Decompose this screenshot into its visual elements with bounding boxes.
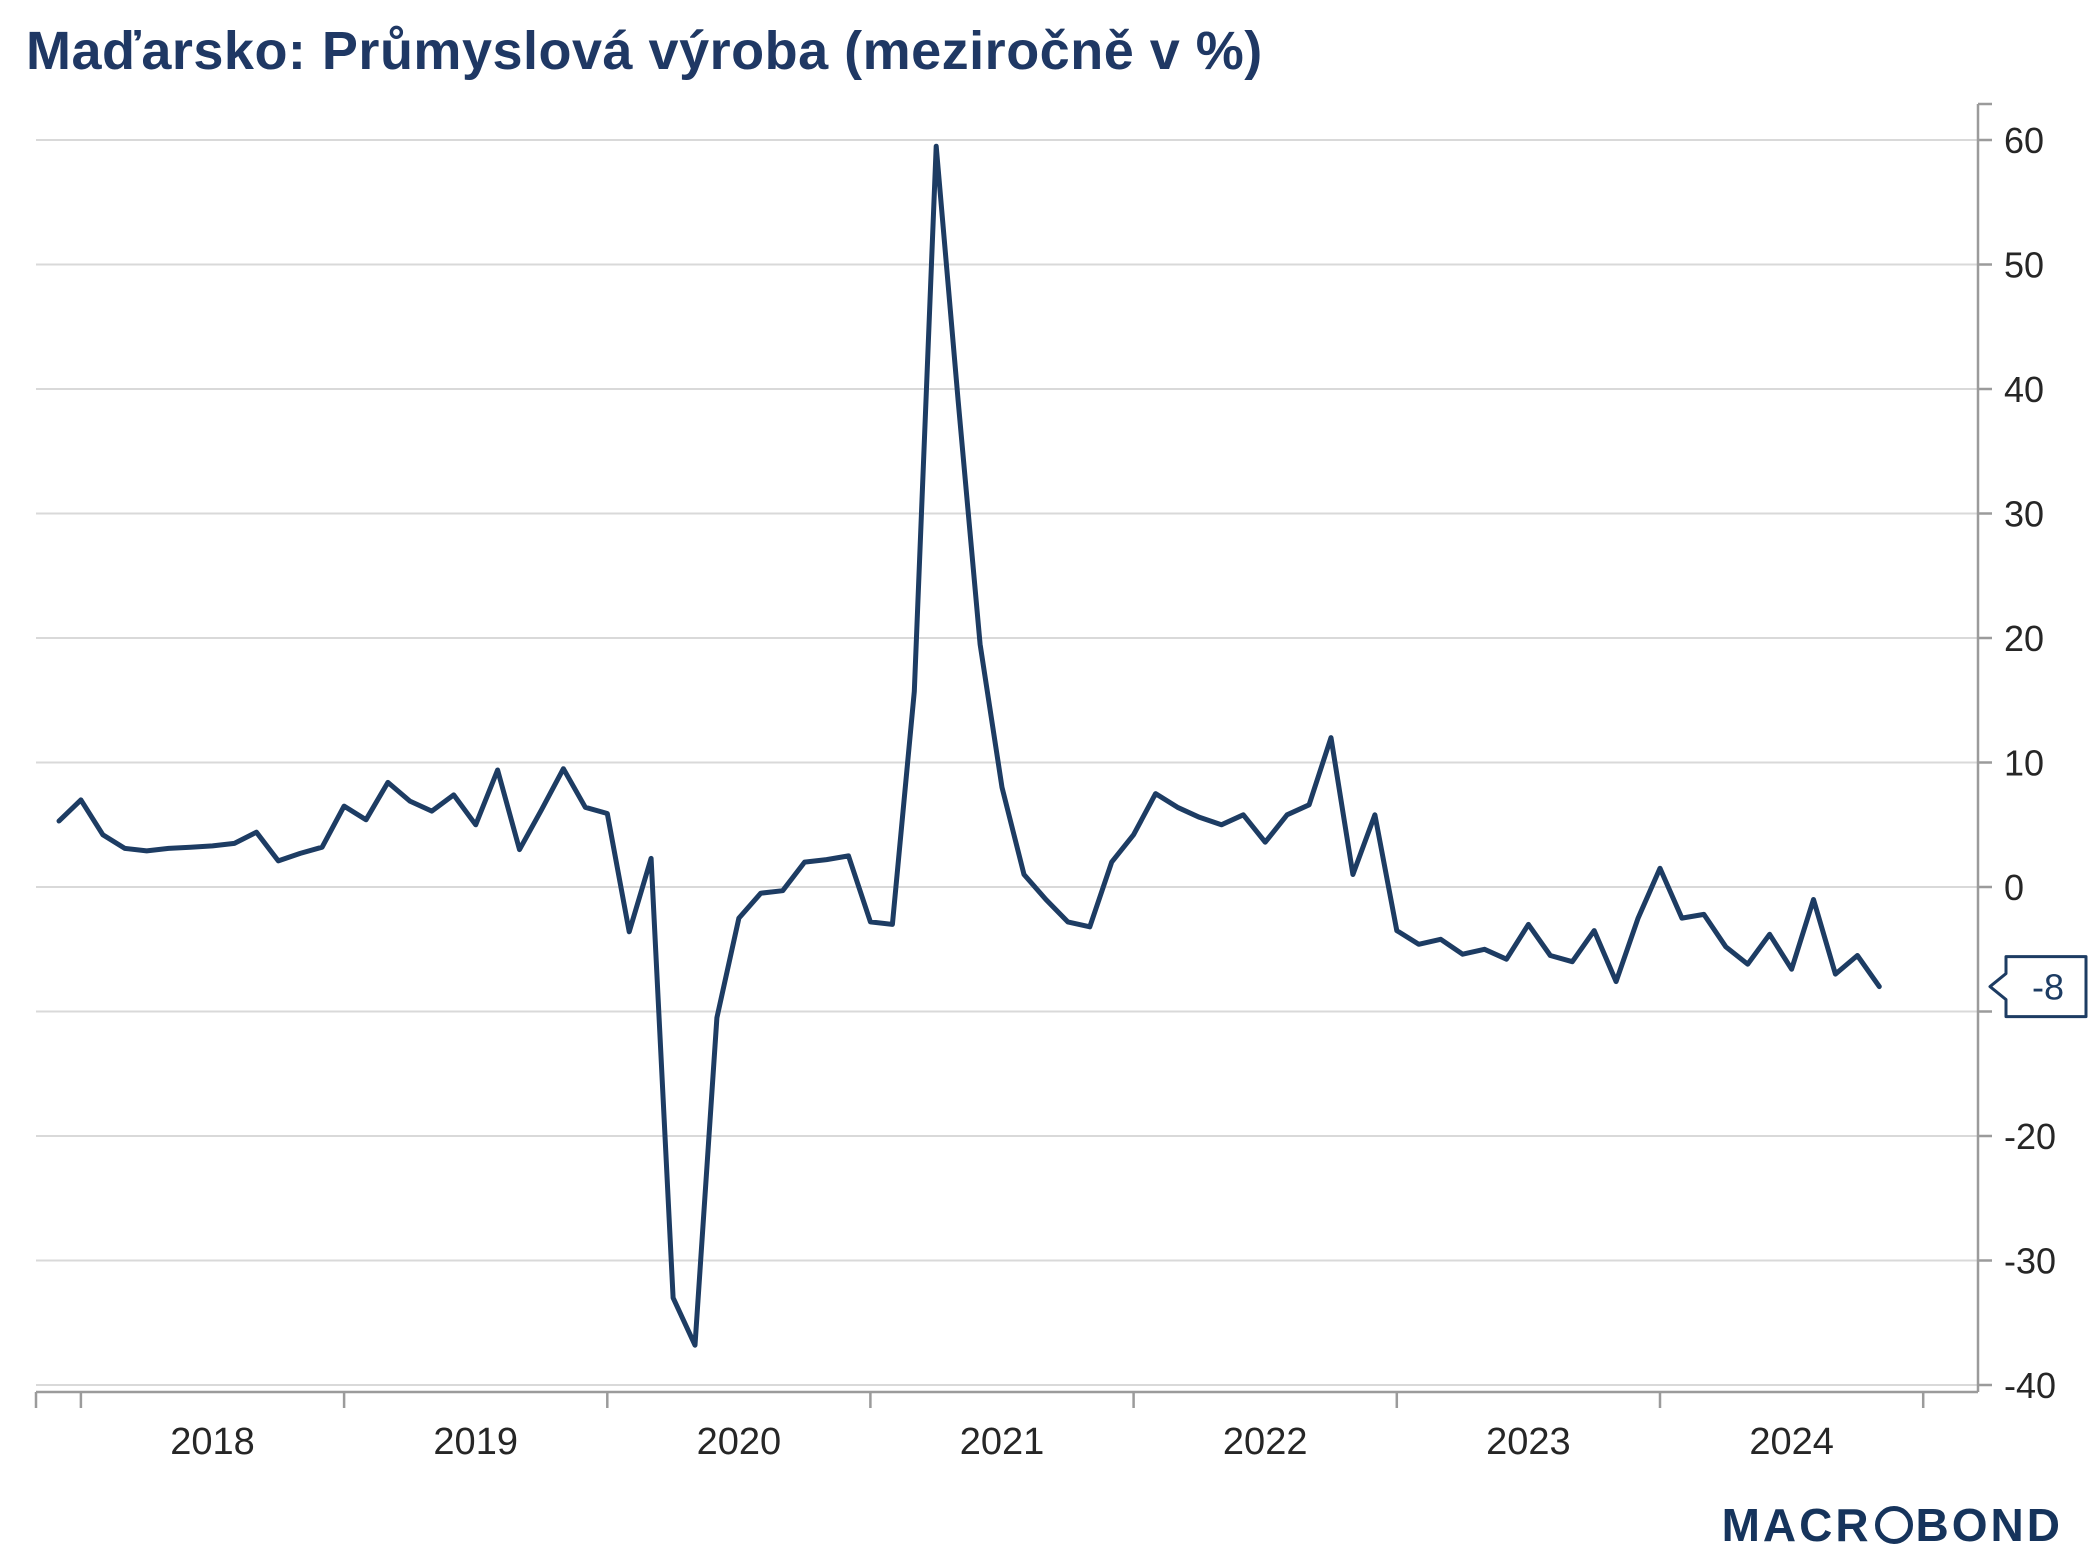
x-tick-label: 2022 — [1223, 1421, 1308, 1463]
x-tick-label: 2018 — [170, 1421, 255, 1463]
value-callout — [1988, 955, 2088, 1019]
y-tick-label: 60 — [2004, 120, 2044, 161]
x-tick-label: 2020 — [697, 1421, 782, 1463]
y-tick-label: 20 — [2004, 618, 2044, 659]
series-line — [56, 143, 1882, 1348]
value-callout-label: -8 — [2032, 967, 2064, 1008]
macrobond-logo: MACR BOND — [1722, 1498, 2063, 1552]
x-tick-label: 2019 — [433, 1421, 518, 1463]
logo-text-macr: MACR — [1721, 1499, 1872, 1551]
x-tick-label: 2023 — [1486, 1421, 1571, 1463]
y-tick-label: 30 — [2004, 494, 2044, 535]
x-tick-label: 2021 — [960, 1421, 1045, 1463]
y-tick-label: 40 — [2004, 369, 2044, 410]
chart-title: Maďarsko: Průmyslová výroba (meziročně v… — [26, 21, 1263, 81]
y-tick-label: 50 — [2004, 245, 2044, 286]
y-tick-label: 10 — [2004, 743, 2044, 784]
y-tick-label: -40 — [2004, 1365, 2056, 1406]
x-tick-label: 2024 — [1749, 1421, 1834, 1463]
y-tick-label: -30 — [2004, 1241, 2056, 1282]
logo-text-bond: BOND — [1915, 1499, 2063, 1551]
logo-ring-icon — [1874, 1506, 1913, 1544]
y-tick-label: -20 — [2004, 1116, 2056, 1157]
y-tick-label: 0 — [2004, 867, 2024, 908]
